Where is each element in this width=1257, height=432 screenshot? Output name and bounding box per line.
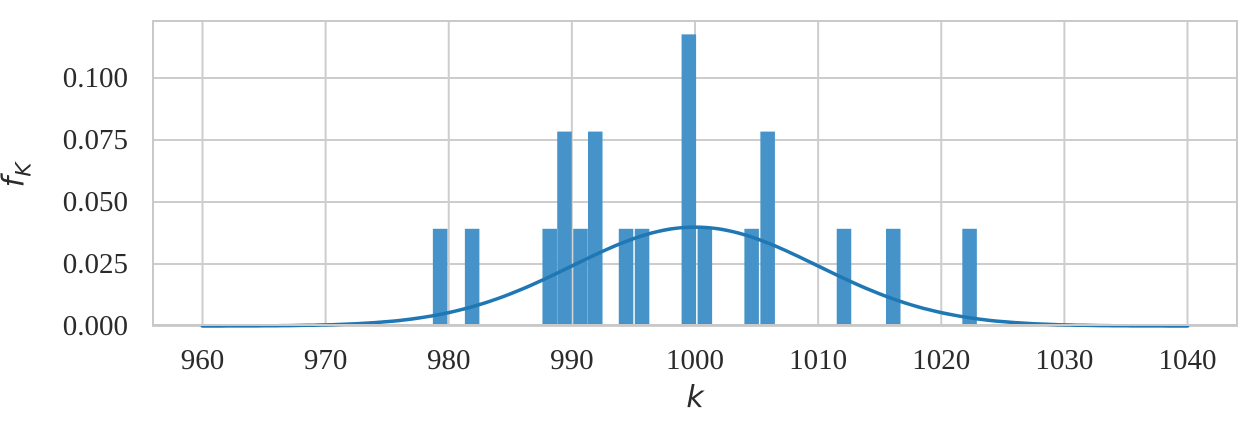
y-tick-label-0.025: 0.025 [62,248,128,280]
histogram-bar [557,131,572,326]
x-tick-label-1040: 1040 [1158,344,1217,376]
x-tick-label-1020: 1020 [912,344,971,376]
histogram-bar [962,228,977,326]
x-axis-label: k [686,380,704,415]
histogram-bar [464,228,480,326]
x-tick-label-980: 980 [426,344,471,376]
x-tick-label-970: 970 [303,344,348,376]
histogram-bar [432,228,448,326]
plot-border [152,20,1238,326]
y-tick-label-0.050: 0.050 [62,186,128,218]
y-tick-label-0.100: 0.100 [62,62,128,95]
histogram-bar [760,131,775,326]
histogram-bar [744,228,759,326]
histogram-bar [697,228,713,326]
histogram-bar [634,228,650,326]
y-tick-label-0.075: 0.075 [62,124,128,157]
histogram-bar [885,228,901,326]
x-tick-label-1010: 1010 [789,344,848,376]
density-curve [200,225,1190,328]
x-tick-label-990: 990 [550,344,594,376]
y-axis-label-main: f [0,177,31,188]
histogram-bar [618,228,634,326]
x-tick-label-1030: 1030 [1035,344,1094,376]
x-tick-label-1000: 1000 [666,344,724,376]
y-tick-label-0.000: 0.000 [62,310,128,342]
histogram-bar [681,34,697,326]
histogram-bar [588,131,603,326]
x-tick-label-960: 960 [180,344,225,376]
y-axis-label-sub: K [11,162,37,177]
y-axis-label: fK [0,163,41,188]
plot-area [152,20,1238,328]
histogram-bar [573,228,588,326]
